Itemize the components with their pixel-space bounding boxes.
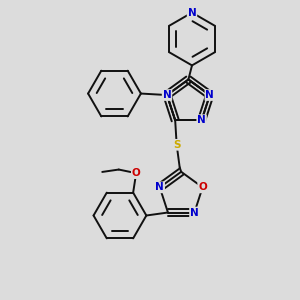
Text: O: O <box>198 182 207 192</box>
Text: O: O <box>132 168 140 178</box>
Text: N: N <box>155 182 164 192</box>
Text: N: N <box>188 8 196 18</box>
Text: N: N <box>163 90 171 100</box>
Text: S: S <box>173 140 180 150</box>
Text: N: N <box>197 115 206 125</box>
Text: N: N <box>190 208 199 218</box>
Text: N: N <box>206 90 214 100</box>
